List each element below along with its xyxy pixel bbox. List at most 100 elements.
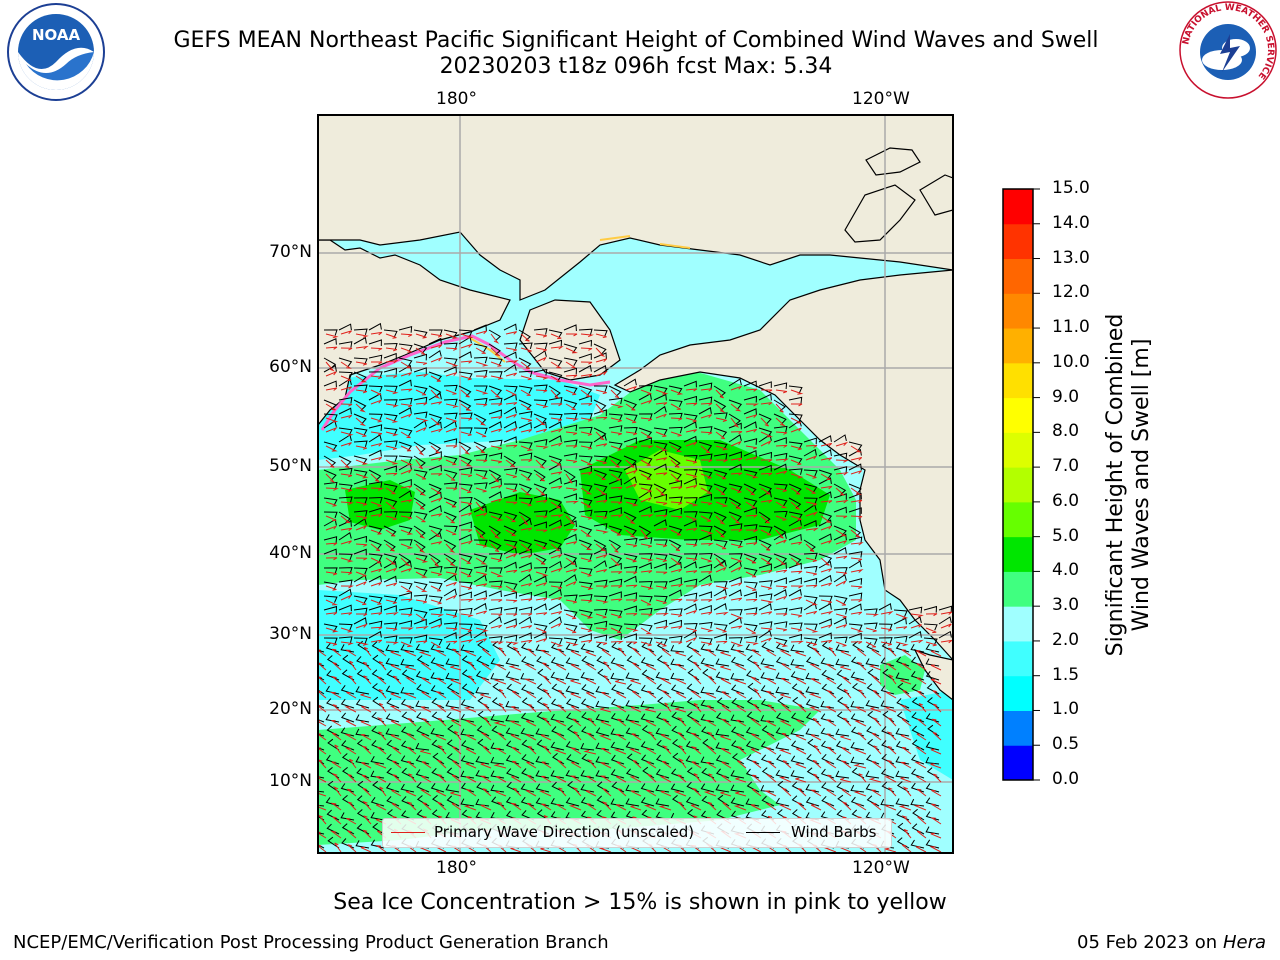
wave-direction-arrow — [355, 524, 368, 531]
wind-barb — [833, 567, 848, 574]
wave-direction-arrow — [505, 360, 519, 364]
wind-barb — [593, 620, 608, 628]
wind-barb — [356, 768, 370, 779]
wind-barb — [656, 683, 670, 695]
wind-barb — [728, 511, 742, 522]
wind-barb — [713, 603, 727, 611]
wave-direction-arrow — [895, 626, 908, 630]
wave-direction-arrow — [841, 747, 852, 755]
wave-direction-arrow — [466, 660, 477, 671]
wave-direction-arrow — [850, 487, 862, 495]
wind-barb — [653, 441, 668, 450]
wind-barb — [548, 588, 562, 597]
wind-barb — [353, 357, 368, 365]
wind-barb — [593, 579, 608, 587]
wave-direction-arrow — [805, 455, 817, 461]
wave-direction-arrow — [375, 804, 387, 811]
wind-barb — [758, 603, 772, 611]
colorbar-tick-label: 12.0 — [1052, 282, 1090, 303]
wind-barb — [668, 426, 683, 434]
wind-barb — [803, 595, 818, 604]
wave-direction-arrow — [580, 417, 594, 422]
wave-direction-arrow — [760, 487, 771, 495]
wave-direction-arrow — [570, 679, 582, 685]
wind-barb — [698, 407, 712, 415]
wave-direction-arrow — [835, 499, 849, 504]
wind-barb — [368, 449, 382, 457]
wave-direction-arrow — [550, 442, 564, 447]
wind-barb — [428, 392, 442, 401]
wave-direction-arrow — [706, 731, 717, 741]
wave-direction-arrow — [685, 637, 697, 643]
wave-direction-arrow — [700, 473, 712, 479]
wave-direction-arrow — [436, 759, 447, 769]
wind-barb — [593, 409, 607, 417]
wave-direction-arrow — [445, 515, 455, 524]
wave-direction-arrow — [490, 515, 504, 521]
wave-direction-arrow — [400, 557, 411, 567]
wind-barb — [323, 595, 338, 603]
wave-direction-arrow — [715, 417, 727, 422]
wave-direction-arrow — [595, 627, 608, 631]
wind-barb — [895, 756, 910, 765]
wind-barb — [413, 329, 428, 338]
wind-barb — [338, 553, 353, 561]
wind-barb — [713, 588, 727, 597]
wave-direction-arrow — [628, 720, 642, 727]
wind-barb — [791, 795, 805, 807]
wind-barb — [443, 366, 457, 373]
wave-direction-arrow — [854, 803, 867, 811]
wave-direction-arrow — [760, 515, 770, 524]
wave-direction-arrow — [421, 677, 432, 685]
wind-barb — [533, 623, 548, 632]
wave-direction-arrow — [332, 662, 342, 671]
wind-barb — [803, 483, 818, 493]
wave-direction-arrow — [355, 515, 368, 520]
wave-direction-arrow — [752, 774, 762, 783]
wave-direction-arrow — [925, 641, 937, 647]
wave-direction-arrow — [535, 557, 546, 565]
wind-barb — [863, 622, 878, 630]
wave-direction-arrow — [505, 487, 517, 493]
wave-direction-arrow — [400, 543, 414, 549]
wave-direction-arrow — [370, 599, 382, 605]
wind-barb — [833, 434, 847, 443]
wave-direction-arrow — [917, 718, 927, 727]
wave-direction-arrow — [580, 389, 592, 398]
wind-barb — [773, 510, 788, 518]
wave-direction-arrow — [557, 689, 567, 699]
wave-direction-arrow — [700, 557, 712, 563]
wind-barb — [428, 371, 443, 382]
wave-direction-arrow — [610, 640, 624, 645]
wind-barb — [911, 697, 925, 709]
wave-direction-arrow — [700, 582, 713, 587]
wave-direction-arrow — [377, 648, 387, 657]
wave-direction-arrow — [361, 706, 372, 713]
wind-barb — [713, 483, 728, 494]
wave-direction-arrow — [916, 677, 927, 685]
wave-direction-arrow — [415, 333, 427, 339]
wind-barb — [488, 439, 503, 447]
wind-barb — [353, 336, 367, 345]
wave-direction-arrow — [400, 459, 413, 466]
wind-barb — [491, 725, 505, 737]
wave-direction-arrow — [520, 598, 533, 602]
wind-barb — [833, 595, 848, 604]
wind-barb — [638, 505, 652, 513]
wind-barb — [608, 478, 622, 486]
wave-direction-arrow — [400, 499, 413, 503]
wind-barb — [488, 385, 503, 396]
wind-barb — [638, 623, 653, 632]
wave-direction-arrow — [460, 417, 473, 421]
wave-direction-arrow — [630, 805, 642, 811]
wave-direction-arrow — [580, 501, 592, 508]
wave-direction-arrow — [450, 690, 462, 699]
wind-barb — [398, 364, 412, 373]
wind-barb — [368, 371, 383, 378]
wave-direction-arrow — [853, 791, 867, 797]
wave-direction-arrow — [685, 429, 698, 433]
wave-direction-arrow — [640, 417, 653, 422]
wave-direction-arrow — [655, 472, 668, 476]
wave-direction-arrow — [745, 529, 759, 533]
wind-barb — [938, 605, 953, 613]
